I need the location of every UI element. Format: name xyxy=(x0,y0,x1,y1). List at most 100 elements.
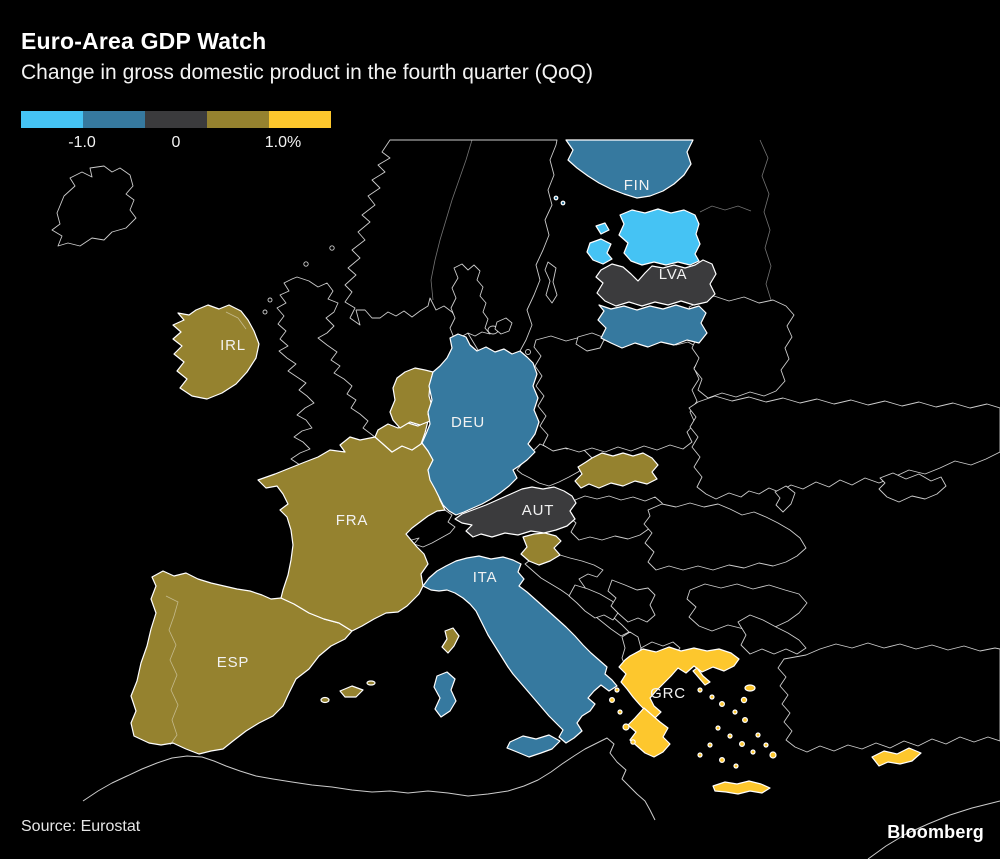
country-norway-sweden xyxy=(344,139,558,369)
island-aegean xyxy=(727,733,733,739)
island-aegean xyxy=(738,740,745,747)
island-shetland xyxy=(329,245,335,251)
island-aegean xyxy=(697,752,703,758)
country-ukraine xyxy=(688,395,1000,500)
country-cyprus xyxy=(871,747,922,767)
map-label-esp: ESP xyxy=(217,654,249,671)
chart-subtitle: Change in gross domestic product in the … xyxy=(21,61,593,84)
bloomberg-logo: Bloomberg xyxy=(887,822,984,842)
legend-swatch-negative xyxy=(83,111,145,128)
border-norway-sweden xyxy=(430,139,473,301)
island-sardinia xyxy=(433,671,457,718)
island-hiiumaa xyxy=(595,222,610,235)
country-serbia xyxy=(607,579,656,623)
island-mallorca xyxy=(339,685,364,698)
legend-axis: -1.0 0 1.0% xyxy=(21,134,331,156)
island-saaremaa xyxy=(586,238,613,265)
border-portugal-spain xyxy=(165,595,179,746)
legend-tick-zero: 0 xyxy=(171,134,181,151)
country-austria xyxy=(454,486,577,538)
legend-swatch-very-negative xyxy=(21,111,83,128)
region-chalkidiki xyxy=(692,667,711,686)
island-sicily xyxy=(506,734,561,758)
coast-north-africa xyxy=(82,737,656,821)
country-ireland xyxy=(172,304,260,400)
island-lesbos xyxy=(744,684,756,692)
island-menorca xyxy=(366,680,376,686)
island-ibiza xyxy=(320,696,330,704)
country-lithuania xyxy=(597,304,708,349)
island-corsica xyxy=(441,627,460,654)
map-label-aut: AUT xyxy=(522,502,554,519)
island-zakynthos xyxy=(630,739,636,745)
region-kaliningrad xyxy=(575,332,606,352)
border-northern-ireland xyxy=(225,311,247,330)
country-romania xyxy=(643,502,807,571)
map-label-ita: ITA xyxy=(473,569,498,586)
legend-swatch-around-zero xyxy=(145,111,207,128)
country-bosnia xyxy=(568,584,621,621)
country-denmark xyxy=(449,263,491,339)
island-aegean xyxy=(732,709,738,715)
legend-swatch-very-positive xyxy=(269,111,331,128)
legend-tick-max: 1.0% xyxy=(264,134,302,151)
island-aland-2 xyxy=(560,200,566,206)
coast-gulf-of-finland-south xyxy=(699,205,752,213)
coast-levant xyxy=(867,800,1000,859)
island-rhodes xyxy=(769,751,777,759)
country-finland xyxy=(565,139,694,199)
country-turkey-anatolia xyxy=(777,642,1000,753)
map-label-fra: FRA xyxy=(336,512,368,529)
island-ionian xyxy=(617,709,623,715)
island-aegean xyxy=(755,732,761,738)
map-label-deu: DEU xyxy=(451,414,485,431)
island-aegean xyxy=(718,756,725,763)
source-attribution: Source: Eurostat xyxy=(21,818,141,835)
country-moldova xyxy=(774,485,796,513)
border-russia-west xyxy=(759,139,772,301)
region-peloponnese xyxy=(627,707,671,758)
island-hebrides-2 xyxy=(262,309,268,315)
country-italy xyxy=(422,555,618,744)
legend-swatch-positive xyxy=(207,111,269,128)
island-aegean xyxy=(733,763,739,769)
country-netherlands xyxy=(389,367,434,429)
region-crimea xyxy=(878,472,947,503)
country-slovakia xyxy=(574,452,659,489)
island-aegean xyxy=(741,716,748,723)
island-aegean xyxy=(750,749,756,755)
map-label-irl: IRL xyxy=(220,337,246,354)
country-estonia xyxy=(618,208,701,266)
country-portugal-spain xyxy=(130,570,353,755)
island-aegean xyxy=(697,687,703,693)
country-bulgaria xyxy=(686,583,808,632)
island-orkney xyxy=(303,261,309,267)
page-title: Euro-Area GDP Watch xyxy=(21,28,267,54)
country-poland xyxy=(533,335,702,453)
country-turkey-thrace xyxy=(737,614,807,655)
country-belarus xyxy=(688,295,795,399)
country-iceland xyxy=(51,165,137,247)
island-gotland xyxy=(544,261,558,304)
country-latvia xyxy=(595,259,717,307)
island-kefalonia xyxy=(622,723,630,731)
country-slovenia xyxy=(520,532,562,566)
country-germany xyxy=(421,333,540,516)
island-ionian xyxy=(614,687,620,693)
island-ionian xyxy=(608,696,615,703)
legend-color-bar xyxy=(21,111,331,128)
aegean-islands xyxy=(608,684,777,769)
map-label-grc: GRC xyxy=(650,685,686,702)
island-aegean xyxy=(718,700,725,707)
island-aland-1 xyxy=(553,195,559,201)
map-label-fin: FIN xyxy=(624,177,651,194)
island-chios xyxy=(740,696,748,704)
island-aegean xyxy=(763,742,769,748)
island-aegean xyxy=(709,694,715,700)
island-hebrides-1 xyxy=(267,297,273,303)
island-bornholm xyxy=(525,349,531,355)
island-zealand xyxy=(494,317,513,335)
map-label-lva: LVA xyxy=(659,266,688,283)
